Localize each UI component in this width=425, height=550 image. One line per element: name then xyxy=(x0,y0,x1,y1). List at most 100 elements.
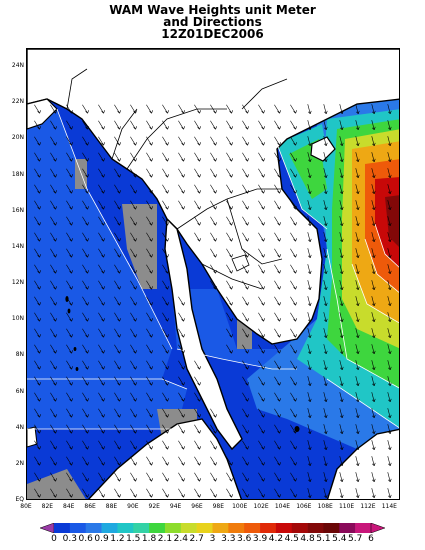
sumatra xyxy=(87,418,243,499)
direction-arrow xyxy=(307,456,312,467)
direction-arrow xyxy=(50,264,57,274)
direction-arrow xyxy=(387,440,392,451)
direction-arrow xyxy=(194,488,201,498)
direction-arrow xyxy=(82,312,89,322)
direction-arrow xyxy=(34,488,41,498)
direction-arrow xyxy=(178,408,185,418)
direction-arrow xyxy=(98,232,105,242)
direction-arrow xyxy=(82,280,89,290)
direction-arrow xyxy=(130,152,137,162)
direction-arrow xyxy=(146,424,153,434)
longitude-tick-label: 86E xyxy=(84,503,96,510)
colorbar-swatch xyxy=(339,523,356,533)
direction-arrow xyxy=(339,392,344,403)
direction-arrow xyxy=(242,408,249,418)
direction-arrow xyxy=(178,168,185,178)
direction-arrow xyxy=(194,104,201,114)
direction-arrow xyxy=(258,312,265,322)
direction-arrow xyxy=(226,472,233,482)
direction-arrow xyxy=(355,168,360,179)
direction-arrow xyxy=(258,120,265,130)
direction-arrow xyxy=(226,248,233,258)
direction-arrow xyxy=(82,120,89,130)
longitude-tick-label: 104E xyxy=(274,503,291,510)
direction-arrow xyxy=(98,360,105,370)
colorbar-swatch xyxy=(307,523,324,533)
direction-arrow xyxy=(258,104,265,114)
direction-arrow xyxy=(371,472,376,483)
direction-arrow xyxy=(323,424,328,435)
direction-arrow xyxy=(34,104,41,114)
direction-arrow xyxy=(82,328,89,338)
direction-arrow xyxy=(339,456,344,467)
colorbar-tick-label: 0.3 xyxy=(62,534,78,544)
longitude-tick-label: 96E xyxy=(191,503,203,510)
colorbar-tick-label: 3.6 xyxy=(237,534,252,544)
direction-arrow xyxy=(114,328,121,338)
direction-arrow xyxy=(130,168,137,178)
direction-arrow xyxy=(162,328,169,338)
direction-arrow xyxy=(307,216,312,227)
malay-peninsula xyxy=(164,217,243,451)
direction-arrow xyxy=(387,488,392,499)
direction-arrow xyxy=(387,360,392,371)
direction-arrow xyxy=(194,472,201,482)
direction-arrow xyxy=(178,424,185,434)
direction-arrow xyxy=(242,312,249,322)
direction-arrow xyxy=(194,456,201,466)
longitude-tick-label: 88E xyxy=(105,503,118,510)
direction-arrow xyxy=(242,328,249,338)
direction-arrow xyxy=(258,440,265,450)
direction-arrow xyxy=(274,424,281,434)
direction-arrow xyxy=(387,120,392,131)
direction-arrow xyxy=(98,168,105,178)
longitude-tick-label: 102E xyxy=(253,503,269,510)
direction-arrow xyxy=(66,168,73,178)
direction-arrow xyxy=(210,280,217,290)
direction-arrow xyxy=(34,376,41,386)
direction-arrow xyxy=(146,200,153,210)
direction-arrow xyxy=(114,376,121,386)
direction-arrow xyxy=(290,280,297,290)
direction-arrow xyxy=(355,344,360,355)
colorbar-swatch xyxy=(260,523,277,533)
direction-arrow xyxy=(242,488,249,498)
direction-arrow xyxy=(258,488,265,498)
direction-arrow xyxy=(226,296,233,306)
direction-arrow xyxy=(98,200,105,210)
direction-arrow xyxy=(98,488,105,498)
direction-arrow xyxy=(339,360,344,371)
direction-arrow xyxy=(258,328,265,338)
colorbar-tick-label: 0.6 xyxy=(78,534,93,544)
colorbar-tick-label: 5.7 xyxy=(347,534,363,544)
direction-arrow xyxy=(387,216,392,227)
direction-arrow xyxy=(114,424,121,434)
direction-arrow xyxy=(323,200,328,211)
direction-arrow xyxy=(290,472,297,482)
latitude-tick-label: 18N xyxy=(11,170,24,178)
direction-arrow xyxy=(371,344,376,355)
direction-arrow xyxy=(258,456,265,466)
direction-arrow xyxy=(210,408,217,418)
direction-arrow xyxy=(226,136,233,146)
direction-arrow xyxy=(114,264,121,274)
direction-arrow xyxy=(178,296,185,306)
direction-arrow xyxy=(210,184,217,194)
direction-arrow xyxy=(226,120,233,130)
direction-arrow xyxy=(162,264,169,274)
direction-arrow xyxy=(274,440,281,450)
direction-arrow xyxy=(274,456,281,466)
direction-arrow xyxy=(242,216,249,226)
direction-arrow xyxy=(355,360,360,371)
direction-arrow xyxy=(371,360,376,371)
direction-arrow xyxy=(114,440,121,450)
longitude-tick-label: 110E xyxy=(338,503,355,510)
direction-arrow xyxy=(387,264,392,275)
direction-arrow xyxy=(50,200,57,210)
direction-arrow xyxy=(98,392,105,402)
direction-arrow xyxy=(82,408,89,418)
direction-arrow xyxy=(146,360,153,370)
direction-arrow xyxy=(146,280,153,290)
direction-arrow xyxy=(258,408,265,418)
latitude-tick-label: 4N xyxy=(15,423,24,431)
